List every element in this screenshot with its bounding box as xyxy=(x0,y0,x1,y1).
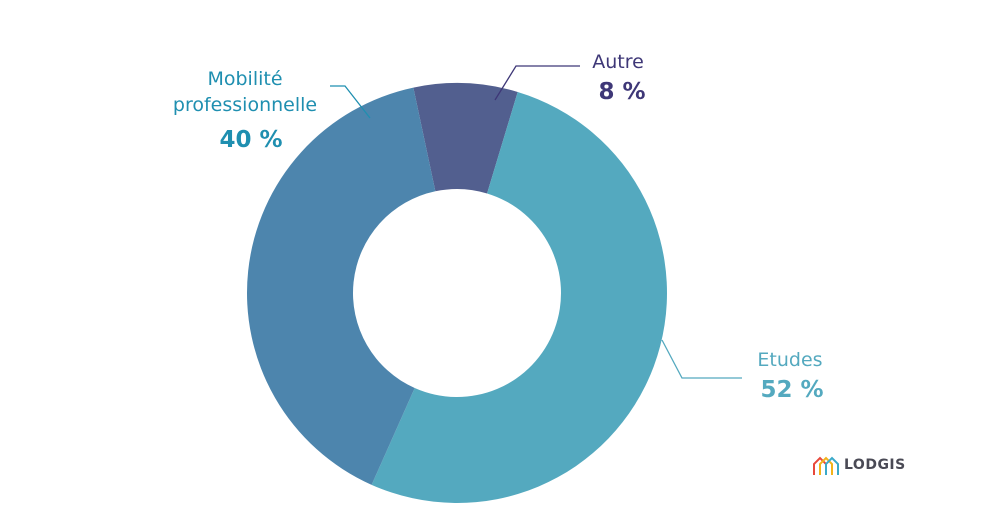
slice-mobilite xyxy=(247,87,436,485)
leader-line-etudes xyxy=(661,339,742,379)
donut-slices xyxy=(247,83,668,504)
slice-autre xyxy=(413,83,518,194)
slice-value-mobilite: 40 % xyxy=(219,127,282,153)
leader-line-mobilite xyxy=(330,85,371,119)
logo-text: LODGIS xyxy=(844,457,906,473)
house-logo-icon xyxy=(813,456,839,475)
slice-etudes xyxy=(371,91,668,504)
slice-value-autre: 8 % xyxy=(598,79,645,105)
slice-label-mobilite-line1: Mobilité xyxy=(207,68,282,90)
slice-label-etudes: Etudes xyxy=(757,349,822,371)
slice-value-etudes: 52 % xyxy=(760,377,823,403)
slice-label-autre: Autre xyxy=(592,51,644,73)
slice-label-mobilite-line2: professionnelle xyxy=(173,94,317,116)
lodgis-logo: LODGIS xyxy=(812,454,906,476)
leader-line-autre xyxy=(494,65,580,101)
